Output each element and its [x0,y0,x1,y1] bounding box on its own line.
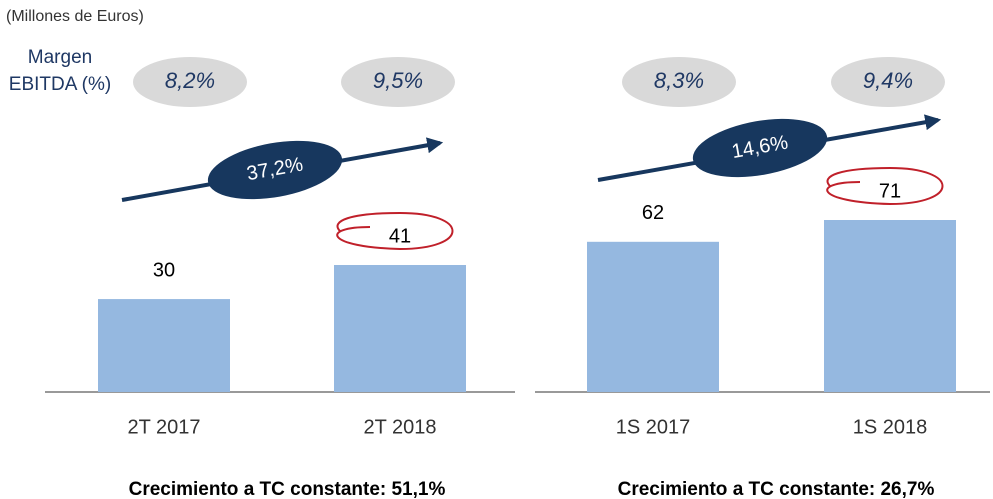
value-label: 30 [153,259,175,281]
margin-bubble [831,57,945,107]
value-label: 41 [389,225,411,247]
margin-value: 8,3% [654,68,704,93]
x-tick-label: 1S 2017 [616,416,691,438]
margin-bubble [622,57,736,107]
footnote: Crecimiento a TC constante: 26,7% [618,479,935,499]
x-tick-label: 2T 2018 [363,416,436,438]
value-label: 62 [642,202,664,224]
margin-value: 9,5% [373,68,423,93]
x-tick-label: 2T 2017 [127,416,200,438]
growth-bubble [207,140,343,200]
bar [587,241,719,392]
unit-note: (Millones de Euros) [6,8,144,25]
x-tick-label: 1S 2018 [853,416,928,438]
highlight-swirl [826,166,944,206]
footnote: Crecimiento a TC constante: 51,1% [129,479,446,499]
bar [824,220,956,392]
margin-value: 8,2% [165,68,215,93]
highlight-swirl [336,211,454,251]
bar [98,299,230,392]
value-label: 71 [879,180,901,202]
margin-value: 9,4% [863,68,913,93]
growth-bubble [692,118,828,178]
row-label: Margen EBITDA (%) [8,47,112,95]
margin-bubble [341,57,455,107]
margin-bubble [133,57,247,107]
bar [334,265,466,392]
